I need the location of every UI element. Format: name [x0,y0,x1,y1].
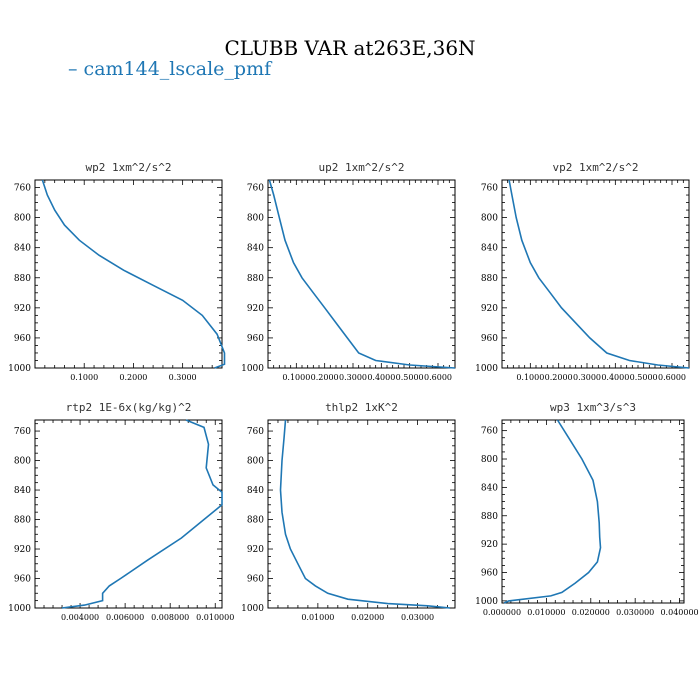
y-tick-label: 920 [481,540,498,550]
y-tick-label: 760 [247,427,264,437]
y-tick-label: 760 [247,184,264,194]
y-tick-label: 880 [14,516,31,526]
y-tick-label: 920 [247,545,264,555]
x-tick-label: 0.040000 [660,608,698,617]
panel-1: wp2 1xm^2/s^2 760 800 840 880 920 960 1000 0.100… [8,161,226,382]
plot-frame [267,419,456,609]
panel-5: thlp2 1xK^2 760 800 840 880 920 960 1000 0.01000… [241,401,456,622]
y-tick-label: 760 [481,427,498,437]
y-tick-label: 880 [14,274,31,284]
figure-title: CLUBB VAR at263E,36N [224,36,475,60]
x-tick-label: 0.010000 [527,608,565,617]
y-tick-label: 1000 [475,597,498,607]
panel-3: vp2 1xm^2/s^2 760 800 840 880 920 960 1000 0.100… [475,161,690,382]
plot-frame [267,179,456,369]
x-tick-label: 0.000000 [483,608,521,617]
y-tick-label: 800 [14,214,31,224]
x-tick-label: 0.02000 [351,613,384,622]
y-tick-label: 960 [247,334,264,344]
series-line [279,419,451,609]
panel-title: vp2 1xm^2/s^2 [552,161,638,174]
panel-title: wp2 1xm^2/s^2 [85,161,171,174]
x-tick-label: 0.004000 [61,613,99,622]
x-tick-label: 0.2000 [545,373,573,382]
x-tick-label: 0.010000 [196,613,234,622]
y-tick-label: 840 [481,483,498,493]
x-tick-label: 0.3000 [339,373,367,382]
panel-title: wp3 1xm^3/s^3 [550,401,636,414]
panel-title: thlp2 1xK^2 [325,401,398,414]
y-tick-label: 760 [14,427,31,437]
y-tick-label: 760 [481,184,498,194]
x-tick-label: 0.1000 [282,373,310,382]
y-tick-label: 880 [247,516,264,526]
series-line [41,179,226,369]
legend: – cam144_lscale_pmf [68,58,273,80]
y-tick-label: 1000 [8,364,31,374]
series-line [503,419,602,604]
y-tick-label: 800 [481,214,498,224]
y-tick-label: 800 [247,457,264,467]
y-tick-label: 920 [14,545,31,555]
series-line [61,419,223,609]
plot-frame [501,419,685,604]
x-tick-label: 0.03000 [401,613,434,622]
y-tick-label: 880 [481,274,498,284]
plot-frame [34,419,223,609]
y-tick-label: 760 [14,184,31,194]
y-tick-label: 800 [481,455,498,465]
y-tick-label: 840 [247,244,264,254]
panel-2: up2 1xm^2/s^2 760 800 840 880 920 960 1000 0.100… [241,161,456,382]
y-tick-label: 840 [481,244,498,254]
x-tick-label: 0.020000 [572,608,610,617]
x-tick-label: 0.2000 [119,373,147,382]
y-tick-label: 1000 [241,604,264,614]
x-tick-label: 0.6000 [658,373,686,382]
y-tick-label: 840 [247,486,264,496]
x-tick-label: 0.4000 [367,373,395,382]
y-tick-label: 840 [14,486,31,496]
x-tick-label: 0.3000 [169,373,197,382]
x-tick-label: 0.6000 [424,373,452,382]
y-tick-label: 840 [14,244,31,254]
x-tick-label: 0.5000 [630,373,658,382]
panel-6: wp3 1xm^3/s^3 760 800 840 880 920 960 10000.000… [475,401,699,617]
series-line [268,179,456,369]
y-tick-label: 960 [481,334,498,344]
y-tick-label: 1000 [8,604,31,614]
y-tick-label: 960 [14,575,31,585]
y-tick-label: 960 [14,334,31,344]
y-tick-label: 1000 [241,364,264,374]
x-tick-label: 0.3000 [573,373,601,382]
y-tick-label: 960 [247,575,264,585]
y-tick-label: 960 [481,569,498,579]
x-tick-label: 0.008000 [151,613,189,622]
legend-label: – cam144_lscale_pmf [68,58,273,80]
y-tick-label: 880 [247,274,264,284]
panels: wp2 1xm^2/s^2 760 800 840 880 920 960 1000 0.100… [8,161,699,622]
y-tick-label: 920 [481,304,498,314]
panel-4: rtp2 1E-6x(kg/kg)^2 760 800 840 880 920 960 100… [8,401,234,622]
y-tick-label: 880 [481,512,498,522]
panel-title: rtp2 1E-6x(kg/kg)^2 [66,401,192,414]
x-tick-label: 0.5000 [396,373,424,382]
panel-title: up2 1xm^2/s^2 [318,161,404,174]
plot-frame [501,179,690,369]
legend-series-name: cam144_lscale_pmf [84,58,274,80]
x-tick-label: 0.030000 [616,608,654,617]
y-tick-label: 800 [247,214,264,224]
x-tick-label: 0.006000 [106,613,144,622]
x-tick-label: 0.2000 [311,373,339,382]
x-tick-label: 0.4000 [601,373,629,382]
y-tick-label: 1000 [475,364,498,374]
x-tick-label: 0.1000 [516,373,544,382]
series-line [508,179,690,369]
plot-frame [34,179,223,369]
x-tick-label: 0.1000 [70,373,98,382]
y-tick-label: 800 [14,457,31,467]
x-tick-label: 0.01000 [301,613,334,622]
y-tick-label: 920 [247,304,264,314]
y-tick-label: 920 [14,304,31,314]
